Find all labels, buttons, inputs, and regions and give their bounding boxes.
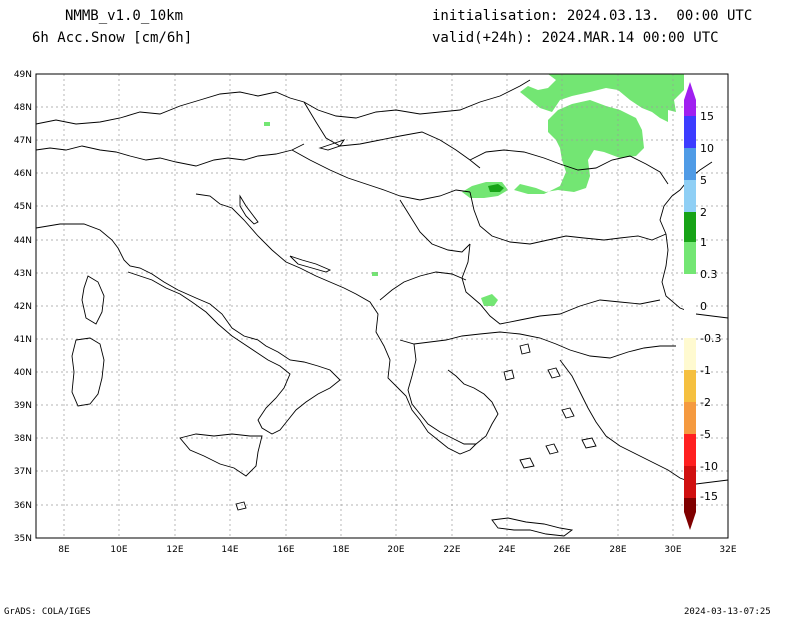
lon-label: 12E [166,545,183,555]
colorbar-segment [684,466,696,498]
lat-label: 36N [14,501,32,511]
colorbar-segment [684,434,696,466]
lat-label: 39N [14,401,32,411]
colorbar-label: 2 [700,206,707,219]
lon-label: 18E [332,545,349,555]
colorbar-bottom-arrow [684,512,696,530]
lat-label: 43N [14,269,32,279]
lat-label: 45N [14,202,32,212]
lon-label: 16E [277,545,294,555]
lon-label: 32E [719,545,736,555]
colorbar-label: 15 [700,110,714,123]
lat-label: 49N [14,70,32,80]
lon-label: 24E [498,545,515,555]
valid-time: valid(+24h): 2024.MAR.14 00:00 UTC [432,30,719,46]
lat-label: 35N [14,534,32,544]
colorbar-label: -0.3 [700,332,721,345]
render-timestamp: 2024-03-13-07:25 [684,607,771,617]
colorbar-segment [684,370,696,402]
snow-field [264,74,684,306]
colorbar-label: 0.3 [700,268,718,281]
colorbar-label: 10 [700,142,714,155]
lat-label: 40N [14,368,32,378]
colorbar-segment [684,242,696,274]
colorbar-segment [684,212,696,242]
colorbar-segment [684,148,696,180]
coastlines [35,79,729,537]
snow-area-ukraine [507,74,684,122]
colorbar-segment [684,338,696,370]
colorbar-segment [684,402,696,434]
colorbar-label: 5 [700,174,707,187]
snow-speck-1 [264,122,270,126]
lat-label: 48N [14,103,32,113]
colorbar-labels: 15 10 5 2 1 0.3 0 -0.3 -1 -2 -5 -10 -15 [700,110,721,503]
colorbar-segment [684,180,696,212]
lon-label: 22E [443,545,460,555]
lon-label: 26E [553,545,570,555]
lat-label: 44N [14,236,32,246]
variable-title: 6h Acc.Snow [cm/6h] [32,30,193,46]
snow-speck-2 [372,272,378,276]
lat-label: 47N [14,136,32,146]
colorbar-label: -2 [700,396,711,409]
lat-axis: 49N 48N 47N 46N 45N 44N 43N 42N 41N 40N … [14,70,32,544]
map-frame [35,73,729,539]
lon-label: 20E [387,545,404,555]
colorbar-segment [684,100,696,116]
colorbar-top-arrow [684,82,696,100]
colorbar-label: -1 [700,364,711,377]
colorbar-segment [684,498,696,512]
lat-label: 37N [14,467,32,477]
colorbar-segment [684,116,696,148]
lon-label: 14E [221,545,238,555]
colorbar-segment-white [684,274,696,338]
snow-area-bulgaria [481,294,498,306]
init-time: initialisation: 2024.03.13. 00:00 UTC [432,8,753,24]
lon-label: 8E [58,545,70,555]
colorbar-label: 0 [700,300,707,313]
colorbar-label: -5 [700,428,711,441]
model-title: NMMB_v1.0_10km [65,8,184,24]
lat-label: 42N [14,302,32,312]
lat-label: 41N [14,335,32,345]
colorbar [684,82,696,530]
lon-axis: 8E 10E 12E 14E 16E 18E 20E 22E 24E 26E 2… [58,545,737,555]
lon-label: 28E [609,545,626,555]
colorbar-label: -15 [700,490,718,503]
lat-label: 46N [14,169,32,179]
colorbar-label: -10 [700,460,718,473]
grid-lines [36,74,728,538]
lat-label: 38N [14,434,32,444]
colorbar-label: 1 [700,236,707,249]
snow-area-moldova [514,100,644,194]
lon-label: 10E [110,545,127,555]
snow-core-romania [488,184,504,192]
lon-label: 30E [664,545,681,555]
grads-credit: GrADS: COLA/IGES [4,607,91,617]
